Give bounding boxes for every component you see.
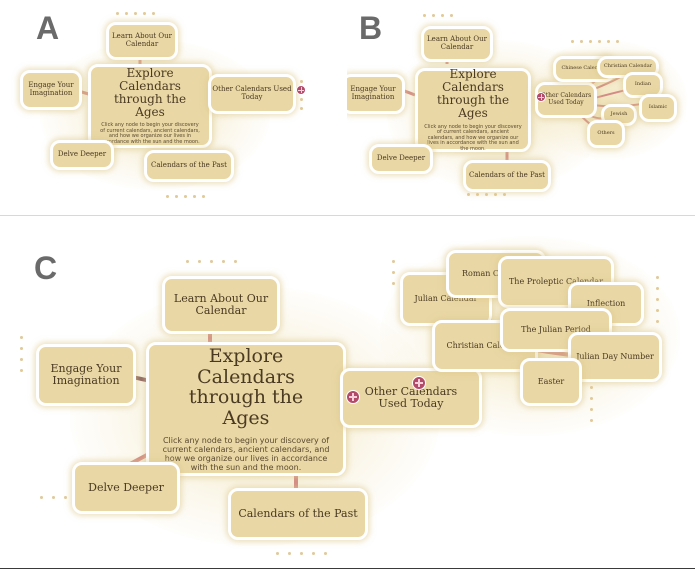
orbit-dots [186,260,237,263]
orbit-dots [276,552,327,555]
node-label: The Proleptic Calendar [508,276,604,286]
node-explore-calendars[interactable]: Explore Calendars through the Ages Click… [88,64,212,148]
node-label: Chinese Calendar [561,65,607,72]
node-label: Christian Calendar [603,63,653,70]
panel-c-label: C [34,250,58,286]
orbit-dots [166,195,205,198]
orbit-dots [392,260,395,285]
node-other-calendars-used-today[interactable]: Other Calendars Used Today [535,82,597,118]
node-delve-deeper[interactable]: Delve Deeper [369,144,433,174]
node-delve-deeper[interactable]: Delve Deeper [72,462,180,514]
orbit-dots [590,386,593,422]
node-label: Julian Day Number [576,351,654,361]
node-description: Click any node to begin your discovery o… [100,122,200,145]
node-calendars-of-the-past[interactable]: Calendars of the Past [144,150,234,182]
node-calendars-of-the-past[interactable]: Calendars of the Past [463,160,551,192]
node-label: Other Calendars Used Today [540,92,592,106]
node-calendars-of-the-past[interactable]: Calendars of the Past [228,488,368,540]
orbit-dots [423,14,453,17]
bottom-rule [0,568,695,569]
node-explore-calendars[interactable]: Explore Calendars through the Ages Click… [146,342,346,476]
orbit-dots [656,276,659,323]
node-learn-about-our-calendar[interactable]: Learn About Our Calendar [106,22,178,60]
node-label: Roman Calendar [462,268,530,278]
node-islamic[interactable]: Islamic [639,94,677,122]
node-others[interactable]: Others [587,120,625,148]
expand-icon[interactable] [296,85,306,95]
node-label: Engage Your Imagination [28,81,74,97]
node-easter[interactable]: Easter [520,358,582,406]
node-description: Click any node to begin your discovery o… [424,123,522,152]
node-label: Others [597,130,615,137]
node-delve-deeper[interactable]: Delve Deeper [50,140,114,170]
node-title: Explore Calendars through the Ages [436,66,510,121]
node-engage-your-imagination[interactable]: Engage Your Imagination [20,70,82,110]
panel-a: A Learn About Our Calendar Engage Your I… [0,0,347,210]
panel-divider [0,215,695,216]
panel-b: B Learn About Our Calendar Engage Your I… [347,0,695,210]
node-label: Delve Deeper [376,154,426,163]
orbit-dots [20,336,23,372]
node-label: Julian Calendar [414,293,478,303]
node-title: Explore Calendars through the Ages [188,344,304,430]
node-label: Inflection [586,298,626,308]
node-label: Calendars of the Past [151,161,227,170]
expand-icon[interactable] [536,92,546,102]
node-explore-calendars[interactable]: Explore Calendars through the Ages Click… [415,66,531,152]
node-label: Other Calendars Used Today [364,384,458,410]
panel-a-label: A [36,10,60,46]
orbit-dots [571,40,619,43]
node-other-calendars-used-today[interactable]: Other Calendars Used Today [208,74,296,114]
node-label: Learn About Our Calendar [112,32,172,48]
node-label: Engage Your Imagination [50,361,122,387]
node-label: Delve Deeper [88,480,164,494]
node-label: Calendars of the Past [238,506,358,520]
node-label: Indian [634,81,652,88]
node-title: Explore Calendars through the Ages [113,65,187,120]
node-learn-about-our-calendar[interactable]: Learn About Our Calendar [421,26,493,62]
node-label: Learn About Our Calendar [427,35,487,51]
node-label: Engage Your Imagination [350,85,396,101]
node-label: Islamic [648,104,668,111]
panel-c: C Learn About Our Calendar Engage Your I… [0,216,695,568]
expand-icon[interactable] [412,376,426,390]
orbit-dots [40,496,67,499]
orbit-dots [116,12,155,15]
node-description: Click any node to begin your discovery o… [162,436,330,472]
orbit-dots [467,193,506,196]
node-label: Easter [537,376,565,386]
node-label: Calendars of the Past [469,171,545,180]
node-label: Christian Calendar [446,340,524,350]
node-other-calendars-used-today[interactable]: Other Calendars Used Today [340,368,482,428]
expand-icon[interactable] [346,390,360,404]
node-engage-your-imagination[interactable]: Engage Your Imagination [36,344,136,406]
node-label: Delve Deeper [57,150,107,159]
node-julian-day-number[interactable]: Julian Day Number [568,332,662,382]
node-label: Jewish [610,111,628,118]
node-label: Learn About Our Calendar [173,291,269,317]
node-label: The Julian Period [521,324,591,334]
node-learn-about-our-calendar[interactable]: Learn About Our Calendar [162,276,280,334]
node-engage-your-imagination[interactable]: Engage Your Imagination [347,74,405,114]
node-label: Other Calendars Used Today [212,85,292,101]
panel-b-label: B [359,10,383,46]
